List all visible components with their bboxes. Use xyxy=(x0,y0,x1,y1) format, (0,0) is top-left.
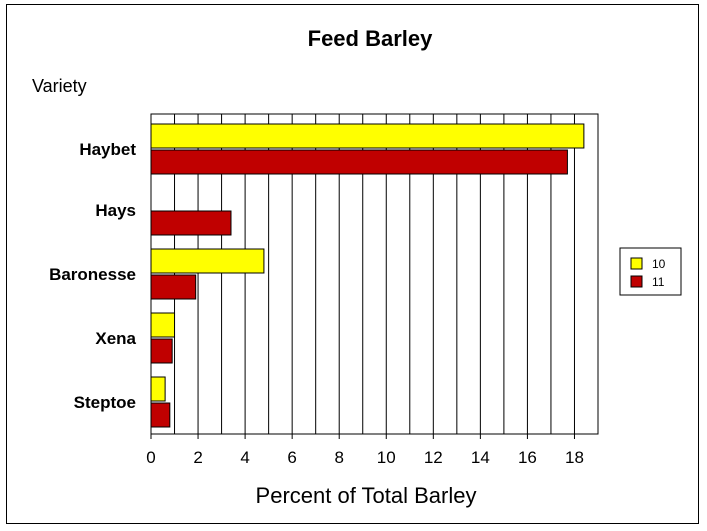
bar-10-baronesse xyxy=(150,248,265,274)
plot-border xyxy=(150,113,599,435)
category-label: Baronesse xyxy=(49,265,136,284)
category-label: Hays xyxy=(95,201,136,220)
legend-swatch xyxy=(630,257,643,270)
legend-label: 11 xyxy=(652,275,665,289)
bar-11-steptoe xyxy=(150,402,171,428)
x-tick-label: 8 xyxy=(334,448,343,467)
plot-area: 0 2 4 6 8 10 12 14 16 18 Haybet Hays Baronesse Xena St… xyxy=(49,113,599,467)
category-label: Haybet xyxy=(79,140,136,159)
x-tick-label: 6 xyxy=(287,448,296,467)
x-tick-label: 14 xyxy=(471,448,490,467)
x-axis-label: Percent of Total Barley xyxy=(256,483,477,508)
bar-11-xena xyxy=(150,338,173,364)
bar-10-haybet xyxy=(150,123,585,149)
x-tick-label: 4 xyxy=(240,448,249,467)
category-label: Steptoe xyxy=(74,393,136,412)
bar-11-haybet xyxy=(150,149,568,175)
chart-title: Feed Barley xyxy=(308,26,433,51)
x-tick-label: 12 xyxy=(424,448,443,467)
chart-frame xyxy=(6,4,699,524)
bar-10-xena xyxy=(150,312,176,338)
bar-11-baronesse xyxy=(150,274,197,300)
y-axis-label: Variety xyxy=(32,76,87,96)
bar-11-hays xyxy=(150,210,232,236)
x-tick-label: 10 xyxy=(377,448,396,467)
x-tick-label: 2 xyxy=(193,448,202,467)
legend-box xyxy=(619,247,682,296)
x-tick-label: 18 xyxy=(565,448,584,467)
category-label: Xena xyxy=(95,329,136,348)
bar-10-steptoe xyxy=(150,376,166,402)
x-tick-label: 16 xyxy=(518,448,537,467)
legend-label: 10 xyxy=(652,257,666,271)
legend-swatch xyxy=(630,275,643,288)
x-tick-label: 0 xyxy=(146,448,155,467)
